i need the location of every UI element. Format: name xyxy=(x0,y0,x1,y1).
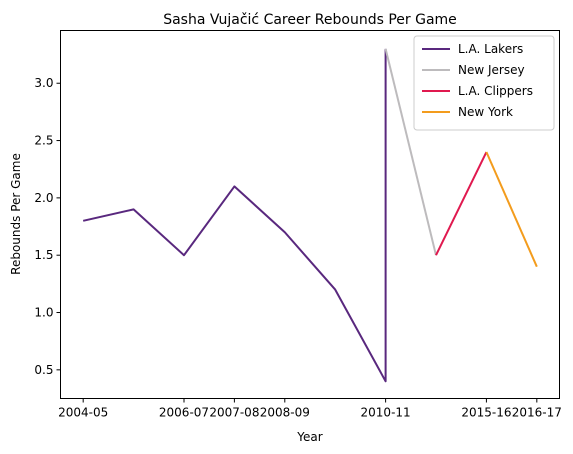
legend-label-2: New Jersey xyxy=(458,63,525,77)
series-line-3 xyxy=(435,151,488,256)
series-line-4 xyxy=(485,151,538,268)
x-tick-label: 2010-11 xyxy=(361,406,411,420)
y-tick-label: 2.0 xyxy=(34,191,53,205)
y-tick-label: 1.0 xyxy=(34,306,53,320)
plot-frame xyxy=(60,30,560,399)
x-tick-label: 2006-07 xyxy=(159,406,209,420)
series-lines xyxy=(82,48,538,383)
x-tick-label: 2004-05 xyxy=(58,406,108,420)
x-tick-label: 2015-16 xyxy=(461,406,511,420)
x-axis-label: Year xyxy=(296,430,322,444)
legend-label-4: New York xyxy=(458,105,513,119)
series-line-2 xyxy=(384,48,437,256)
y-tick-label: 1.5 xyxy=(34,248,53,262)
legend-box xyxy=(413,35,555,131)
legend-label-3: L.A. Clippers xyxy=(458,84,533,98)
x-axis: 2004-05 2006-07 2007-08 2008-09 2010-11 2015-… xyxy=(58,398,562,420)
y-tick-label: 0.5 xyxy=(34,363,53,377)
x-tick-label: 2008-09 xyxy=(260,406,310,420)
y-axis: 0.5 1.0 1.5 2.0 2.5 3.0 xyxy=(34,76,61,377)
series-line-1 xyxy=(82,48,387,383)
legend: L.A. Lakers New Jersey L.A. Clippers New Yo… xyxy=(413,35,555,131)
x-tick-label: 2016-17 xyxy=(512,406,562,420)
y-tick-label: 2.5 xyxy=(34,134,53,148)
x-tick-label: 2007-08 xyxy=(209,406,259,420)
chart-title: Sasha Vujačić Career Rebounds Per Game xyxy=(163,12,457,28)
y-axis-label: Rebounds Per Game xyxy=(9,153,23,275)
legend-label-1: L.A. Lakers xyxy=(458,42,523,56)
y-tick-label: 3.0 xyxy=(34,76,53,90)
